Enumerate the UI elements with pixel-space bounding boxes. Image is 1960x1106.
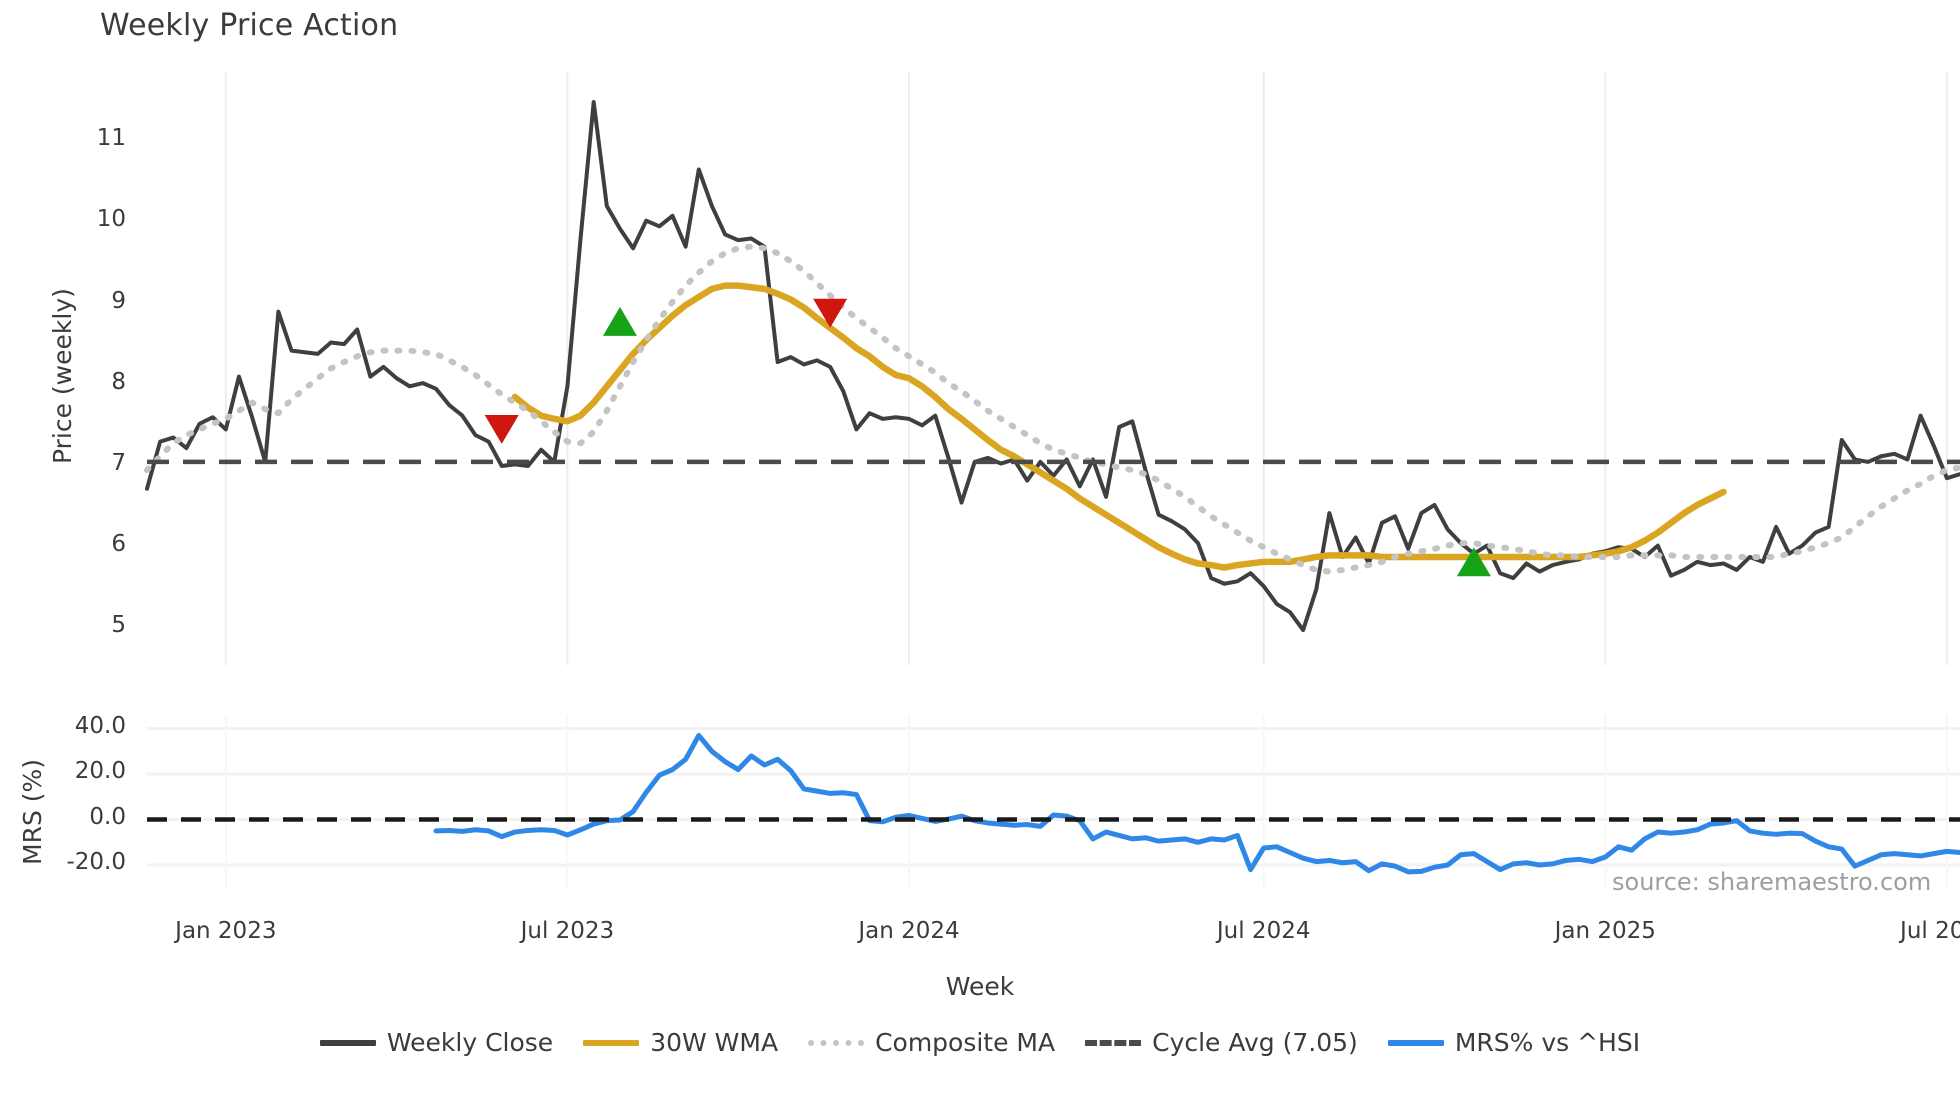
- xtick-2: Jan 2024: [858, 918, 960, 944]
- legend-label-cycle-avg: Cycle Avg (7.05): [1152, 1028, 1358, 1057]
- legend-item-weekly-close[interactable]: Weekly Close: [319, 1028, 554, 1057]
- sell-marker-2: [813, 298, 848, 328]
- legend-item-composite-ma[interactable]: Composite MA: [808, 1028, 1055, 1057]
- price-ytick-6: 11: [96, 125, 126, 152]
- xtick-3: Jul 2024: [1216, 918, 1311, 944]
- series-30w-wma: [511, 282, 1727, 571]
- xtick-4: Jan 2025: [1554, 918, 1656, 944]
- sell-marker-0: [484, 414, 519, 444]
- mrs-ytick-3: 40.0: [74, 712, 126, 739]
- legend-label-mrs-pct: MRS% vs ^HSI: [1454, 1028, 1641, 1057]
- legend-item-wma-30w[interactable]: 30W WMA: [583, 1028, 778, 1057]
- mrs-ytick-0: -20.0: [66, 849, 126, 875]
- price-ytick-4: 9: [111, 287, 126, 314]
- mrs-axis-label: MRS (%): [18, 758, 47, 865]
- buy-marker-1: [602, 306, 637, 336]
- series-mrs-pct: [433, 732, 1960, 875]
- page-title: Weekly Price Action: [100, 8, 399, 43]
- chart-legend: Weekly Close 30W WMA Composite MA Cycle Avg…: [0, 1028, 1960, 1057]
- xtick-0: Jan 2023: [175, 918, 277, 944]
- legend-label-weekly-close: Weekly Close: [386, 1028, 554, 1057]
- buy-marker-3: [1456, 547, 1491, 577]
- price-axis-label: Price (weekly): [48, 287, 77, 464]
- price-ytick-2: 7: [111, 449, 126, 476]
- series-composite-ma: [144, 243, 1960, 575]
- series-weekly-close: [145, 100, 1960, 633]
- xtick-5: Jul 2025: [1900, 918, 1960, 944]
- price-ytick-3: 8: [111, 368, 126, 395]
- legend-item-mrs-pct[interactable]: MRS% vs ^HSI: [1387, 1028, 1641, 1057]
- legend-label-composite-ma: Composite MA: [875, 1028, 1056, 1057]
- x-axis-label: Week: [945, 972, 1015, 1001]
- source-watermark: source: sharemaestro.com: [1612, 868, 1932, 896]
- price-ytick-1: 6: [111, 531, 126, 558]
- mrs-ytick-1: 0.0: [89, 803, 126, 830]
- price-ytick-5: 10: [96, 206, 126, 233]
- xtick-1: Jul 2023: [520, 918, 615, 944]
- price-ytick-0: 5: [111, 612, 126, 639]
- mrs-ytick-2: 20.0: [74, 758, 126, 785]
- legend-item-cycle-avg[interactable]: Cycle Avg (7.05): [1085, 1028, 1358, 1057]
- legend-label-wma-30w: 30W WMA: [650, 1028, 779, 1057]
